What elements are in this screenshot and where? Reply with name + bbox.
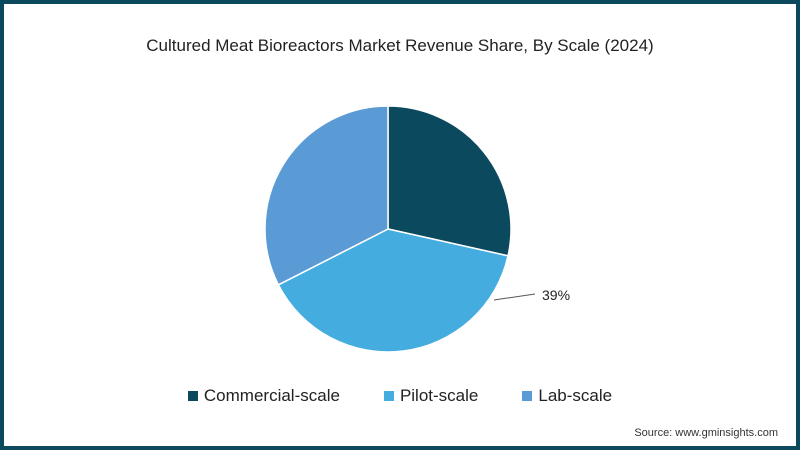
source-note: Source: www.gminsights.com (634, 427, 778, 439)
callout-line (493, 293, 536, 301)
pie-slice-pilot-scale (277, 228, 509, 353)
legend-label: Pilot-scale (399, 386, 479, 405)
legend-label: Commercial-scale (203, 386, 340, 405)
pie-slice-lab-scale (264, 105, 389, 286)
legend-item-pilot-scale: Pilot-scale (383, 386, 479, 406)
chart-title: Cultured Meat Bioreactors Market Revenue… (146, 36, 654, 55)
legend-label: Lab-scale (538, 386, 613, 405)
commercial-scale-swatch (187, 391, 198, 401)
pilot-scale-value-label: 39% (542, 287, 571, 303)
legend-item-commercial-scale: Commercial-scale (187, 386, 340, 406)
legend: Commercial-scale Pilot-scale Lab-scale (0, 386, 800, 406)
lab-scale-swatch (522, 391, 533, 401)
pie-slice-commercial-scale (387, 105, 512, 257)
pilot-scale-swatch (383, 391, 394, 401)
legend-item-lab-scale: Lab-scale (522, 386, 612, 406)
